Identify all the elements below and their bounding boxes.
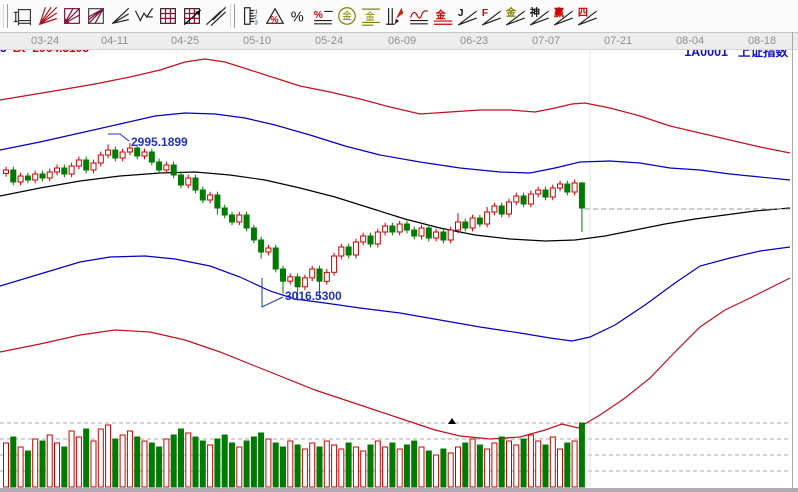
date-tick: 08-18 bbox=[748, 35, 777, 47]
shen-diagonal-icon[interactable]: 神 bbox=[527, 3, 550, 29]
pen-bars-icon[interactable] bbox=[383, 3, 406, 29]
date-tick: 06-09 bbox=[388, 35, 417, 47]
triangle-marker bbox=[448, 418, 456, 424]
svg-text:3: 3 bbox=[254, 20, 257, 26]
date-tick: 04-25 bbox=[171, 35, 200, 47]
svg-text:J: J bbox=[457, 8, 463, 19]
parallel-lines-icon[interactable] bbox=[204, 3, 227, 29]
measure-box-icon[interactable] bbox=[12, 3, 35, 29]
band-middle-black bbox=[0, 171, 791, 242]
date-tick: 07-21 bbox=[604, 35, 633, 47]
band-lower-red bbox=[0, 277, 791, 440]
price-annotation-high: 2995.1899 bbox=[131, 135, 188, 149]
f-line-icon[interactable]: F bbox=[479, 3, 502, 29]
gold-lines-icon[interactable]: 金 bbox=[359, 3, 382, 29]
svg-text:金: 金 bbox=[341, 10, 351, 23]
window-right-border bbox=[792, 32, 793, 492]
volume-layer bbox=[3, 422, 585, 488]
gold-circle-icon[interactable]: 金 bbox=[335, 3, 358, 29]
wave-icon[interactable] bbox=[407, 3, 430, 29]
grid-icon[interactable] bbox=[156, 3, 179, 29]
percent-lines-icon[interactable]: % bbox=[311, 3, 334, 29]
j-line-icon[interactable]: J bbox=[455, 3, 478, 29]
zigzag-icon[interactable] bbox=[132, 3, 155, 29]
svg-text:2: 2 bbox=[253, 15, 256, 21]
drawing-tools-group bbox=[12, 3, 227, 29]
svg-text:F: F bbox=[481, 8, 487, 19]
band-upper-blue bbox=[0, 112, 791, 181]
annotation-leader bbox=[261, 278, 284, 308]
date-tick: 08-04 bbox=[676, 35, 705, 47]
date-axis: 03-24 04-11 04-25 05-10 05-24 06-09 06-23 07-07… bbox=[0, 32, 798, 50]
date-tick: 04-11 bbox=[101, 35, 129, 47]
svg-text:%: % bbox=[313, 10, 322, 21]
toolbar-grip-2[interactable] bbox=[230, 4, 235, 28]
date-tick: 06-23 bbox=[460, 35, 489, 47]
grid-arrow-icon[interactable] bbox=[180, 3, 203, 29]
analysis-tools-group: 1 2 3%%% 金金金 J F 金神赢四 bbox=[239, 3, 598, 29]
percent-icon[interactable]: % bbox=[287, 3, 310, 29]
candles-layer bbox=[3, 142, 585, 301]
toolbar-grip[interactable] bbox=[3, 4, 8, 28]
si-diagonal-icon[interactable]: 四 bbox=[575, 3, 598, 29]
svg-text:神: 神 bbox=[529, 6, 539, 19]
date-tick: 05-24 bbox=[315, 35, 344, 47]
svg-text:金: 金 bbox=[434, 8, 446, 21]
date-tick: 05-10 bbox=[243, 35, 272, 47]
annotation-leader bbox=[108, 133, 130, 142]
gold-diagonal-icon[interactable]: 金 bbox=[503, 3, 526, 29]
toolbar: 1 2 3%%% 金金金 J F 金神赢四 bbox=[0, 0, 798, 32]
ying-diagonal-icon[interactable]: 赢 bbox=[551, 3, 574, 29]
gann-fan-icon[interactable] bbox=[36, 3, 59, 29]
date-tick: 03-24 bbox=[31, 35, 60, 47]
svg-text:%: % bbox=[290, 10, 303, 26]
price-annotation-low: 3016.5300 bbox=[285, 289, 342, 303]
percent-triangle-icon[interactable]: % bbox=[263, 3, 286, 29]
gann-box-icon[interactable] bbox=[60, 3, 83, 29]
svg-text:赢: 赢 bbox=[553, 6, 563, 19]
svg-text:%: % bbox=[270, 14, 278, 24]
svg-text:金: 金 bbox=[365, 10, 375, 23]
bottom-scroll-strip[interactable] bbox=[0, 488, 798, 492]
svg-text:1: 1 bbox=[254, 9, 257, 15]
gann-grid-box-icon[interactable] bbox=[84, 3, 107, 29]
gold-red-icon[interactable]: 金 bbox=[431, 3, 454, 29]
svg-text:四: 四 bbox=[577, 7, 587, 19]
speed-lines-icon[interactable] bbox=[108, 3, 131, 29]
svg-text:金: 金 bbox=[504, 6, 516, 19]
band-upper-red bbox=[0, 58, 791, 154]
date-tick: 07-07 bbox=[532, 35, 561, 47]
band-lower-blue bbox=[0, 246, 791, 342]
